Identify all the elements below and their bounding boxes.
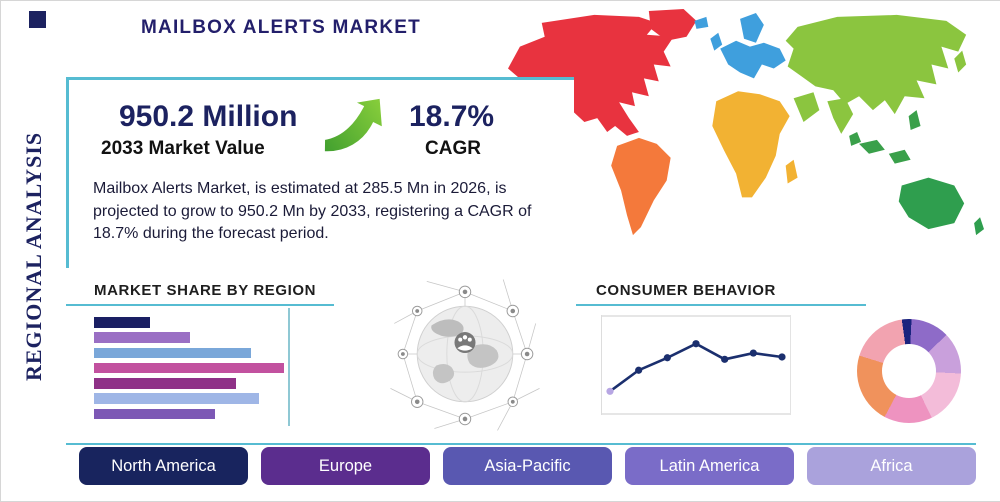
continent-south-america [611,137,671,236]
consumer-behavior-divider [576,304,866,306]
region-button-asia-pacific[interactable]: Asia-Pacific [443,447,612,485]
data-point-7 [778,353,786,361]
bar-chart-axis [288,308,290,426]
region-button-label: Asia-Pacific [484,456,571,475]
vertical-section-title: REGIONAL ANALYSIS [21,131,46,381]
data-point-2 [635,366,643,374]
region-button-north-america[interactable]: North America [79,447,248,485]
bottom-divider [66,443,976,445]
corner-decoration [29,11,46,28]
region-button-label: Latin America [659,456,760,475]
stats-card: 950.2 Million 2033 Market Value 18.7% CA… [66,77,574,268]
data-point-4 [692,340,700,348]
market-share-bar-6 [94,393,260,404]
market-value: 950.2 Million [119,100,298,133]
market-share-bar-5 [94,378,237,389]
continent-asia [785,14,967,134]
trend-line [609,342,783,393]
region-button-label: North America [111,456,216,475]
data-point-3 [663,354,671,362]
donut-hole [882,344,936,398]
market-share-bar-7 [94,408,215,419]
region-southeast-asia [849,110,921,164]
consumer-behavior-title: CONSUMER BEHAVIOR [596,282,776,299]
region-button-label: Africa [870,456,913,475]
continent-north-america [508,14,674,136]
data-point-6 [749,349,757,357]
region-button-africa[interactable]: Africa [807,447,976,485]
data-point-1 [606,387,614,395]
region-button-label: Europe [318,456,373,475]
world-map [508,8,985,236]
market-value-caption: 2033 Market Value [101,138,265,159]
page-title: MAILBOX ALERTS MARKET [141,17,421,38]
donut-chart [857,319,961,423]
region-button-latin-america[interactable]: Latin America [625,447,794,485]
consumer-behavior-line-chart [601,315,791,415]
cagr-value: 18.7% [409,100,495,133]
market-share-title: MARKET SHARE BY REGION [94,282,317,299]
market-share-divider [66,304,334,306]
continent-africa [712,91,798,198]
market-share-bar-chart [94,317,286,419]
continent-australia [898,177,985,236]
growth-arrow-icon [324,95,385,154]
market-share-bar-4 [94,362,285,374]
market-share-bar-1 [94,317,150,328]
people-icon [454,332,476,354]
data-point-5 [721,355,729,363]
market-share-bar-2 [94,332,190,343]
continent-greenland [648,8,697,41]
region-buttons-row: North America Europe Asia-Pacific Latin Ame… [79,447,976,485]
globe-network-illustration [390,279,540,431]
cagr-caption: CAGR [425,138,481,159]
region-button-europe[interactable]: Europe [261,447,430,485]
market-description: Mailbox Alerts Market, is estimated at 2… [93,180,532,243]
continent-europe [694,12,786,79]
market-share-bar-3 [94,347,252,358]
